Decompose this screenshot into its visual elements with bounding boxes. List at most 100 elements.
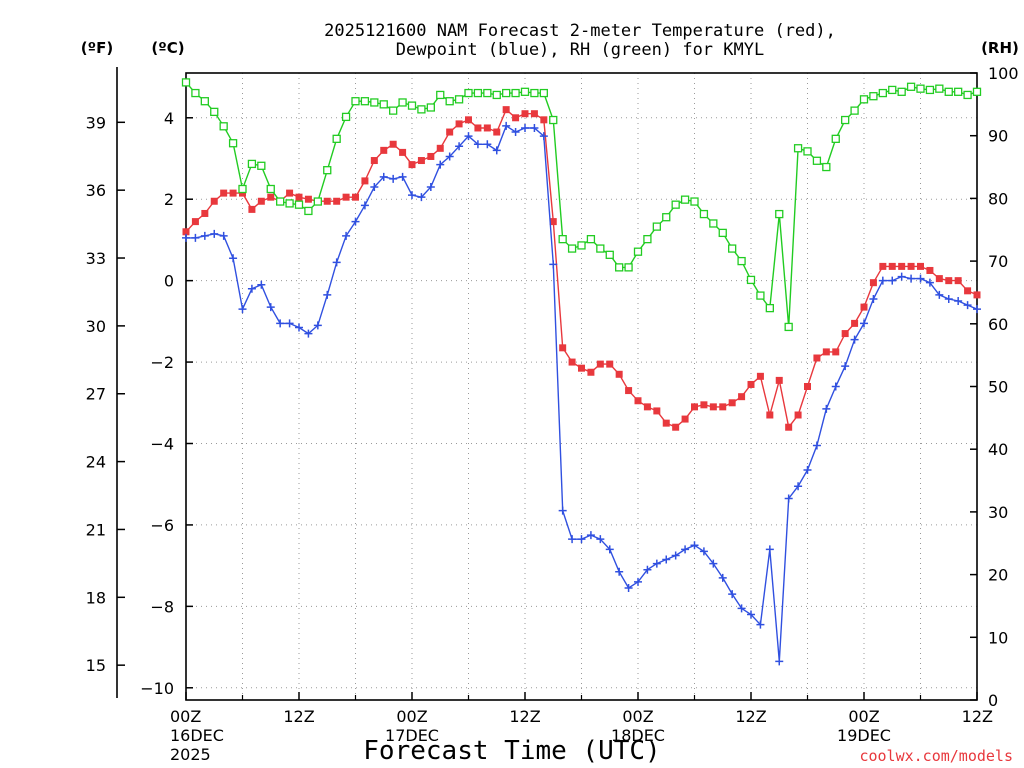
dewpoint-point — [652, 559, 661, 568]
series-layer — [181, 78, 982, 666]
fahrenheit-tick-label: 33 — [86, 249, 106, 268]
temperature-point — [888, 262, 896, 270]
temperature-point — [804, 383, 811, 390]
temperature-point — [794, 411, 802, 419]
dewpoint-point — [699, 547, 708, 556]
dewpoint-point — [426, 183, 435, 191]
dewpoint-point — [247, 284, 256, 293]
rh-point — [294, 200, 304, 209]
temperature-point — [201, 209, 209, 217]
rh-point — [341, 112, 351, 122]
temperature-point — [417, 157, 425, 165]
temperature-point — [700, 401, 708, 409]
dewpoint-point — [351, 217, 360, 226]
rh-point — [191, 88, 200, 98]
rh-point — [596, 244, 605, 253]
dewpoint-point — [191, 233, 200, 242]
dewpoint-point — [831, 382, 840, 391]
rh-point — [944, 87, 953, 96]
dewpoint-point — [182, 233, 190, 242]
fahrenheit-tick-label: 30 — [86, 317, 106, 336]
dewpoint-point — [577, 535, 586, 544]
rh-point — [407, 101, 417, 110]
temperature-point — [267, 193, 275, 201]
rh-point — [906, 82, 916, 91]
rh-point — [765, 303, 774, 313]
rh-unit-label: (RH) — [981, 39, 1019, 57]
rh-point — [916, 84, 925, 93]
celsius-tick-label: −2 — [150, 353, 174, 372]
temperature-point — [465, 116, 472, 124]
temperature-point — [606, 360, 614, 368]
rh-point — [323, 166, 332, 175]
rh-point — [954, 87, 963, 96]
celsius-tick-label: −8 — [150, 597, 174, 616]
temperature-point — [521, 110, 529, 118]
dewpoint-point — [615, 567, 624, 576]
temperature-point — [766, 411, 774, 419]
rh-point — [257, 161, 266, 170]
temperature-point — [370, 157, 378, 165]
dewpoint-point — [605, 545, 614, 554]
dewpoint-point — [586, 531, 595, 540]
temperature-point — [643, 403, 651, 411]
rh-point — [633, 247, 643, 256]
dewpoint-point — [539, 132, 548, 141]
fahrenheit-tick-label: 15 — [86, 656, 106, 675]
temperature-point — [493, 128, 501, 136]
rh-line — [185, 81, 978, 327]
fahrenheit-unit-label: (ºF) — [81, 39, 113, 57]
rh-point — [718, 228, 727, 238]
temperature-point — [756, 372, 764, 380]
rh-point — [426, 103, 435, 112]
temperature-point — [210, 197, 218, 205]
dewpoint-point — [709, 559, 718, 568]
rh-point — [671, 200, 680, 209]
credit-label: coolwx.com/models — [859, 747, 1013, 765]
rh-point — [888, 85, 897, 95]
temperature-point — [286, 189, 294, 197]
dewpoint-point — [455, 142, 464, 151]
rh-point — [925, 85, 935, 95]
temperature-point — [229, 189, 237, 197]
temperature-point — [399, 148, 407, 156]
rh-tick-label: 70 — [988, 252, 1008, 271]
temperature-point — [926, 266, 934, 274]
rh-point — [398, 98, 407, 107]
rh-point — [615, 263, 624, 272]
temperature-point — [719, 403, 727, 411]
dewpoint-point — [342, 231, 351, 240]
rh-point — [276, 197, 285, 206]
dewpoint-point — [229, 254, 238, 263]
temperature-point — [512, 114, 520, 122]
temperature-point — [634, 397, 642, 405]
chart-axes: 393633302724211815420−2−4−6−8−1010090807… — [86, 64, 1019, 764]
temperature-point — [436, 144, 444, 152]
temperature-point — [709, 403, 717, 411]
dewpoint-point — [747, 610, 755, 619]
rh-point — [859, 95, 869, 104]
dewpoint-point — [398, 172, 407, 181]
x-tick-date-label: 18DEC — [611, 726, 665, 745]
temperature-point — [380, 146, 388, 154]
dewpoint-point — [521, 123, 529, 132]
celsius-tick-label: −4 — [150, 435, 174, 454]
dewpoint-point — [624, 584, 633, 593]
celsius-tick-label: 0 — [164, 272, 174, 291]
dewpoint-point — [473, 140, 482, 149]
temperature-point — [191, 218, 199, 226]
dewpoint-point — [304, 329, 313, 338]
dewpoint-point — [530, 123, 539, 132]
celsius-tick-label: −6 — [150, 516, 174, 535]
rh-point — [313, 197, 322, 206]
temperature-point — [540, 116, 548, 124]
dewpoint-point — [925, 278, 934, 287]
temperature-point — [483, 124, 491, 132]
temperature-point — [964, 287, 972, 295]
rh-point — [728, 244, 737, 253]
temperature-point — [361, 177, 369, 185]
temperature-point — [822, 348, 830, 356]
dewpoint-point — [389, 174, 398, 183]
dewpoint-point — [841, 362, 850, 371]
temperature-point — [973, 291, 981, 299]
